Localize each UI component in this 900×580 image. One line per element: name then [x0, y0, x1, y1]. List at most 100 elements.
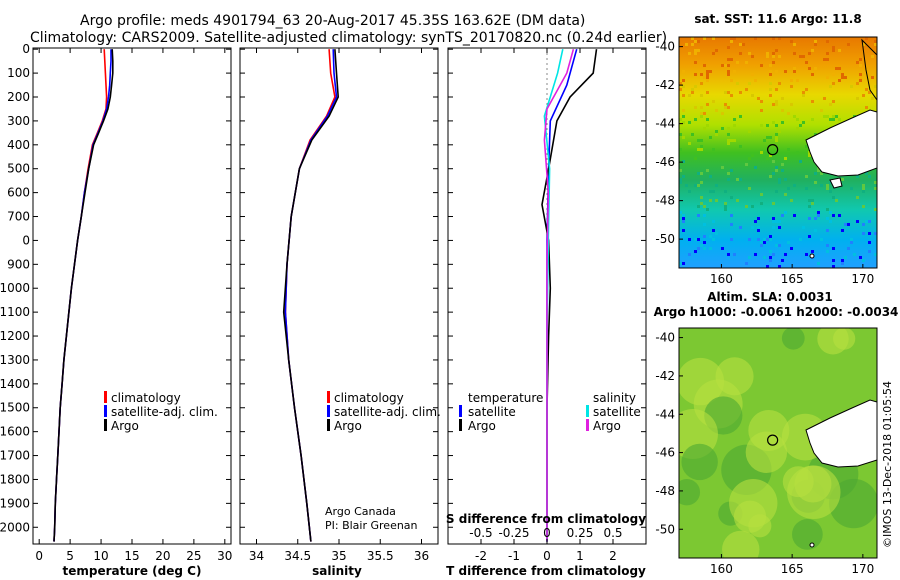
- map-x-tick-label: 160: [710, 272, 733, 286]
- sst-pixel: [856, 97, 859, 100]
- sst-pixel: [709, 136, 712, 139]
- sla-map-title-line2: Argo h1000: -0.0061 h2000: -0.0034: [654, 305, 899, 319]
- sst-pixel: [838, 118, 841, 121]
- sst-pixel: [703, 223, 706, 226]
- sst-pixel: [796, 151, 799, 154]
- sst-pixel: [700, 145, 703, 148]
- sst-pixel: [862, 232, 865, 235]
- sst-pixel: [727, 73, 730, 76]
- sst-pixel: [748, 52, 751, 55]
- sst-pixel: [814, 40, 817, 43]
- sst-pixel: [691, 133, 694, 136]
- sla-blob: [745, 431, 788, 473]
- sst-pixel: [775, 220, 778, 223]
- sst-pixel: [736, 82, 739, 85]
- legend-label-satellite: satellite-adj. clim.: [334, 405, 441, 419]
- x-tick-label: 35.5: [367, 549, 394, 563]
- x-tick-label: 0: [35, 549, 43, 563]
- sst-pixel: [772, 172, 775, 175]
- sst-pixel: [760, 124, 763, 127]
- sst-pixel: [847, 247, 850, 250]
- figure-title-line1: Argo profile: meds 4901794_63 20-Aug-201…: [80, 13, 585, 29]
- legend-label-argo: Argo: [334, 419, 362, 433]
- sst-pixel: [742, 43, 745, 46]
- sst-pixel: [811, 118, 814, 121]
- sst-pixel: [850, 187, 853, 190]
- sst-pixel: [826, 187, 829, 190]
- sst-pixel: [790, 199, 793, 202]
- sst-pixel: [694, 106, 697, 109]
- depth-tick-label: 1400: [0, 377, 30, 391]
- series-line-satellite-adj-clim-: [284, 49, 338, 542]
- depth-tick-label: 300: [7, 114, 30, 128]
- sst-pixel: [826, 115, 829, 118]
- s-tick-label: -0.5: [469, 526, 492, 540]
- sst-pixel: [754, 220, 757, 223]
- sst-pixel: [844, 76, 847, 79]
- legend-title-salinity: salinity: [593, 391, 636, 405]
- map-y-tick-label: -46: [655, 446, 675, 460]
- salinity-x-ticks: 34 34.5 35 35.5 36: [249, 48, 429, 563]
- credit-line2: PI: Blair Greenan: [325, 519, 418, 532]
- depth-tick-label: 0: [22, 42, 30, 56]
- sst-pixel: [769, 250, 772, 253]
- sst-pixel: [715, 133, 718, 136]
- sst-pixel: [700, 148, 703, 151]
- sst-pixel: [700, 196, 703, 199]
- sst-pixel: [709, 235, 712, 238]
- sst-pixel: [724, 106, 727, 109]
- sst-pixel: [778, 130, 781, 133]
- sst-pixel: [688, 253, 691, 256]
- sst-pixel: [682, 94, 685, 97]
- sst-pixel: [826, 76, 829, 79]
- sst-pixel: [748, 82, 751, 85]
- sst-pixel: [730, 58, 733, 61]
- sst-pixel: [874, 43, 877, 46]
- sst-pixel: [775, 70, 778, 73]
- sst-pixel: [802, 226, 805, 229]
- sst-pixel: [751, 226, 754, 229]
- sst-pixel: [775, 133, 778, 136]
- sst-pixel: [730, 169, 733, 172]
- sst-pixel: [838, 49, 841, 52]
- sst-pixel: [769, 73, 772, 76]
- depth-tick-label: 1600: [0, 425, 30, 439]
- sst-pixel: [769, 154, 772, 157]
- sst-pixel: [721, 247, 724, 250]
- sst-pixel: [703, 37, 706, 40]
- sst-pixel: [781, 121, 784, 124]
- sst-pixel: [856, 61, 859, 64]
- sst-pixel: [721, 127, 724, 130]
- sst-pixel: [841, 259, 844, 262]
- sst-pixel: [841, 262, 844, 265]
- sst-pixel: [859, 256, 862, 259]
- sst-pixel: [772, 52, 775, 55]
- sst-pixel: [700, 181, 703, 184]
- sst-pixel: [724, 64, 727, 67]
- sst-pixel: [715, 184, 718, 187]
- sst-pixel: [724, 91, 727, 94]
- sst-pixel: [820, 238, 823, 241]
- sst-pixel: [682, 214, 685, 217]
- sst-pixel: [706, 169, 709, 172]
- sst-pixel: [832, 265, 835, 268]
- sst-pixel: [694, 85, 697, 88]
- sst-pixel: [712, 190, 715, 193]
- sst-pixel: [679, 178, 682, 181]
- sst-pixel: [784, 70, 787, 73]
- temperature-legend: climatology satellite-adj. clim. Argo: [104, 391, 218, 433]
- sst-pixel: [868, 232, 871, 235]
- sst-pixel: [697, 247, 700, 250]
- sst-pixel: [850, 85, 853, 88]
- sst-pixel: [772, 55, 775, 58]
- sst-pixel: [784, 253, 787, 256]
- sst-pixel: [685, 184, 688, 187]
- sst-pixel: [724, 202, 727, 205]
- legend-label-climatology: climatology: [334, 391, 404, 405]
- sst-pixel: [868, 91, 871, 94]
- sst-pixel: [802, 94, 805, 97]
- sst-pixel: [748, 256, 751, 259]
- sst-pixel: [832, 49, 835, 52]
- sst-pixel: [697, 139, 700, 142]
- sst-pixel: [697, 40, 700, 43]
